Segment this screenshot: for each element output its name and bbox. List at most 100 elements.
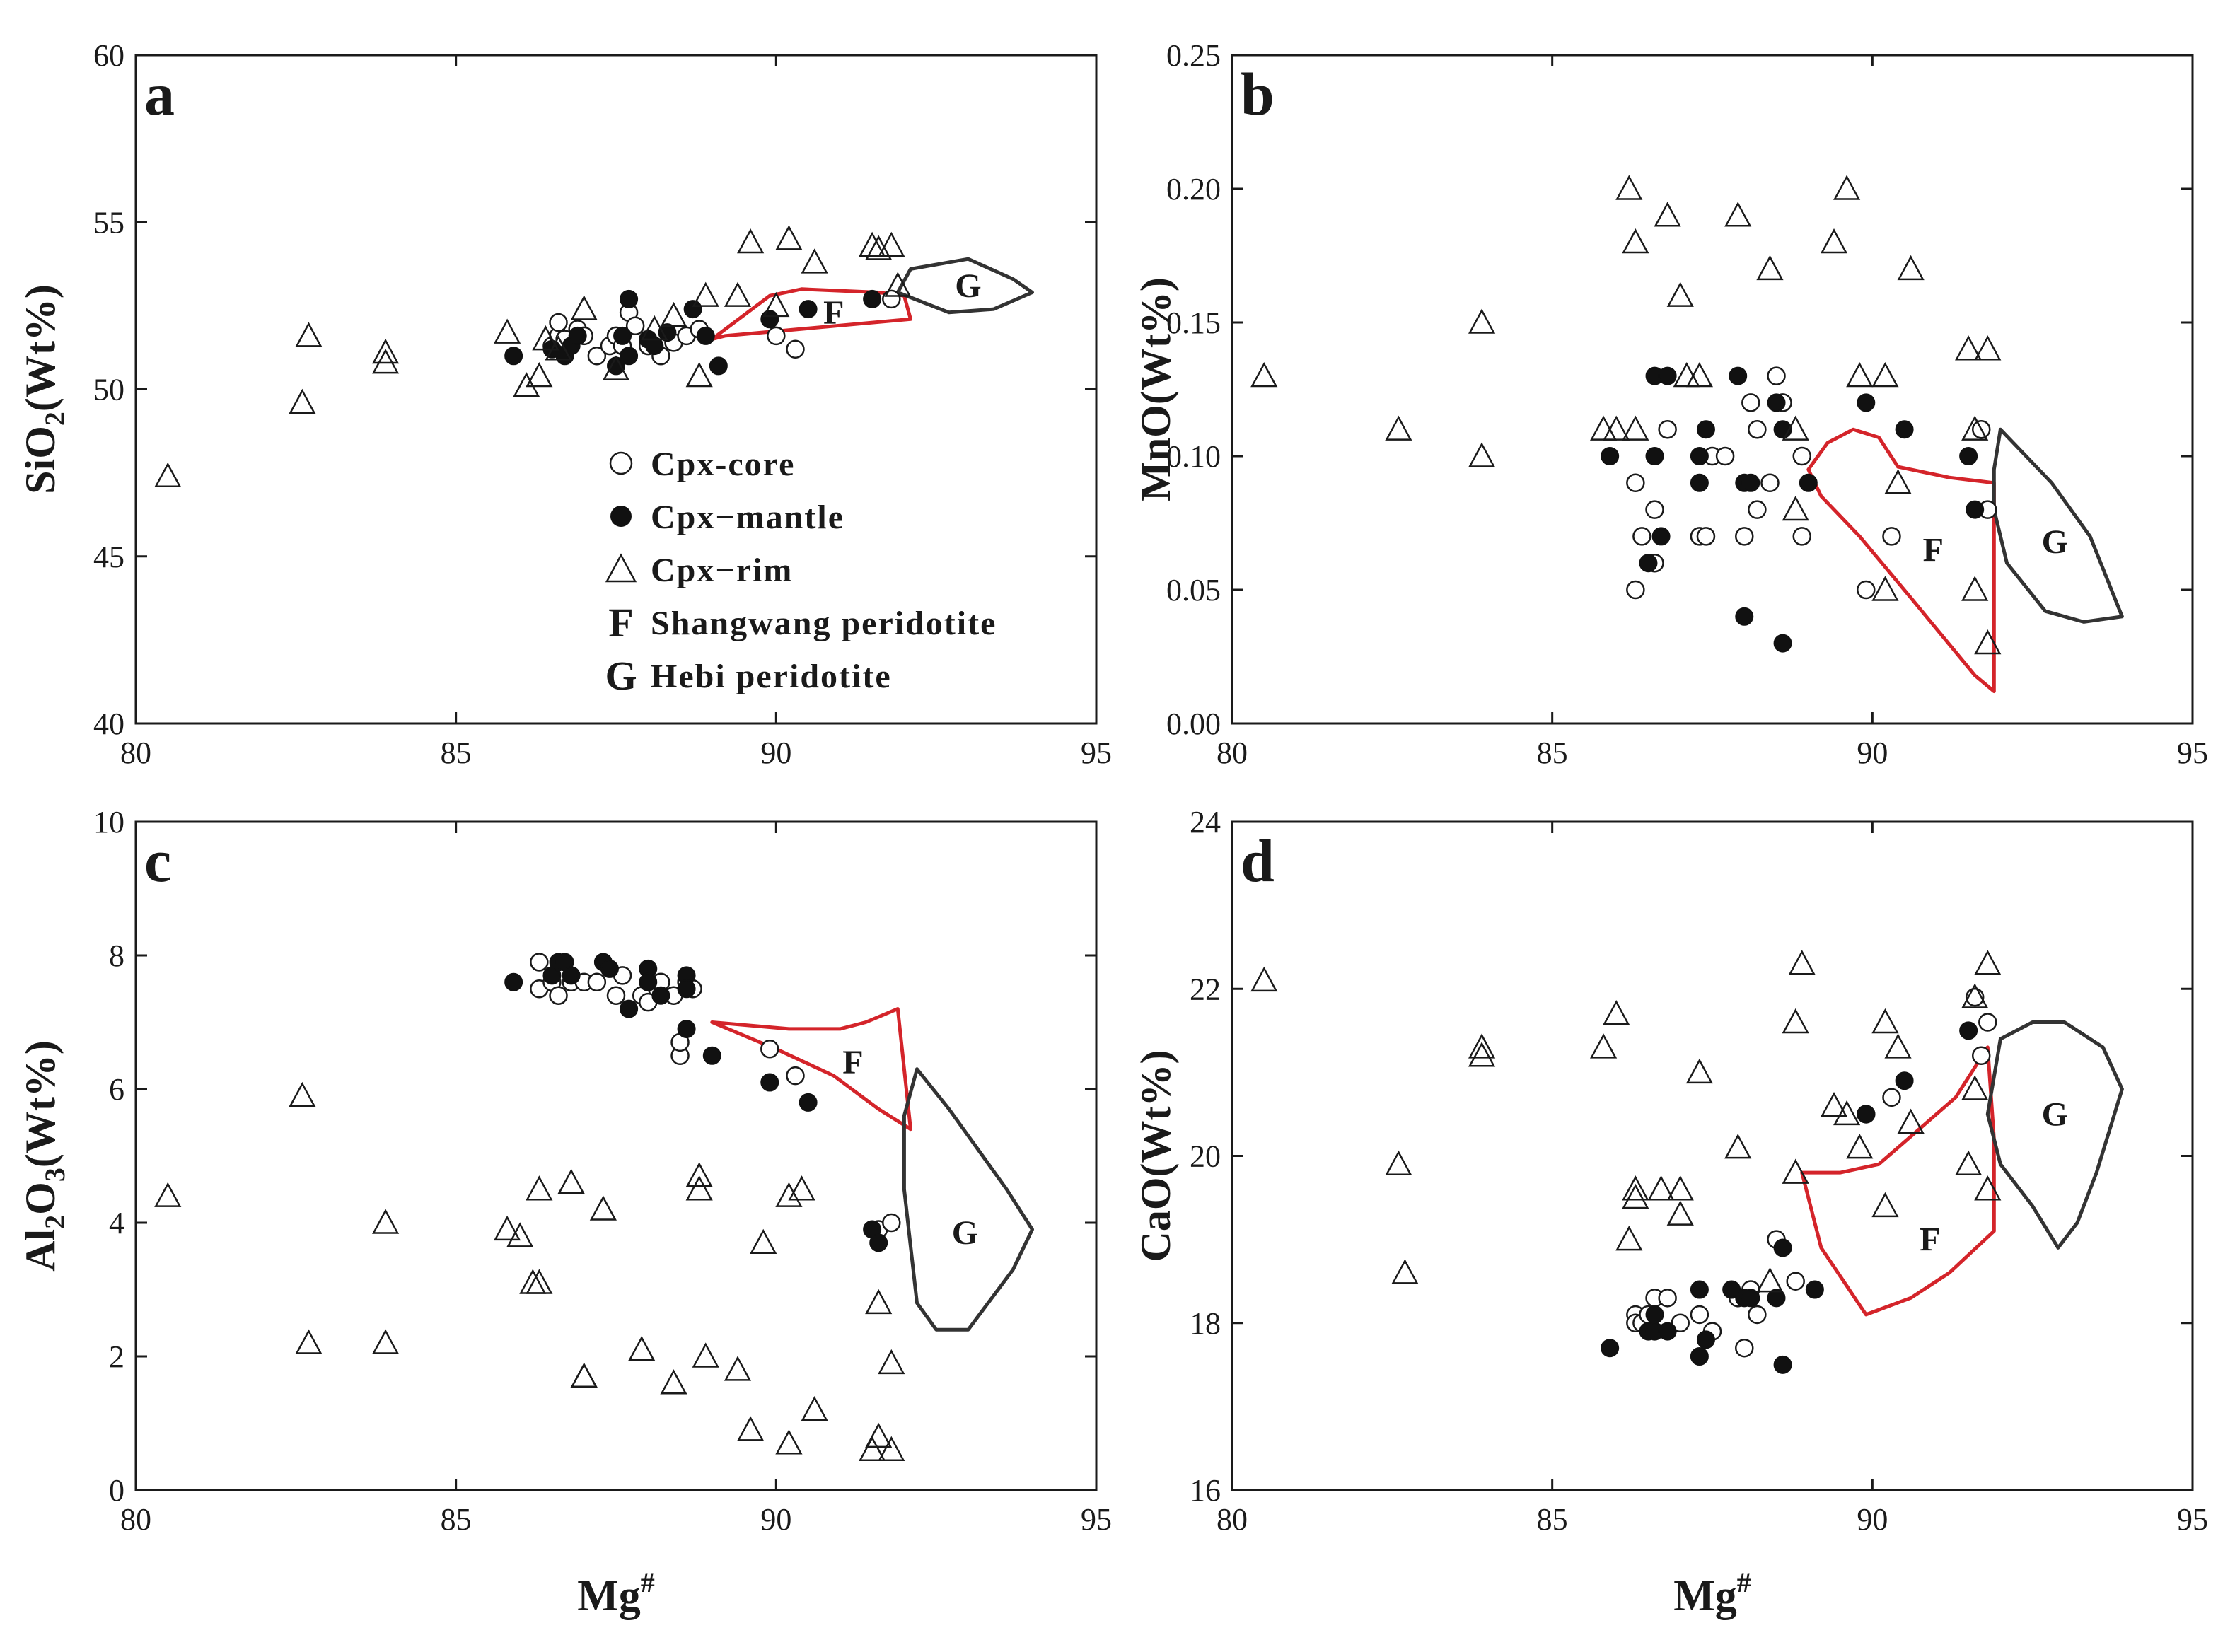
- cpx-mantle-point: [1857, 1105, 1876, 1124]
- cpx-core-point: [1792, 527, 1811, 546]
- cpx-core-point: [760, 1040, 779, 1059]
- cpx-core-point: [1735, 1338, 1754, 1358]
- cpx-rim-point: [865, 235, 893, 260]
- cpx-rim-point: [1673, 361, 1700, 388]
- cpx-mantle-point: [1773, 1238, 1792, 1257]
- cpx-mantle-point: [677, 1019, 696, 1038]
- cpx-mantle-point: [1601, 447, 1620, 465]
- cpx-mantle-point: [562, 966, 581, 985]
- cpx-rim-point: [1622, 1183, 1649, 1209]
- y-axis-label: SiO2(Wt%): [17, 284, 71, 494]
- cpx-rim-point: [737, 1416, 765, 1441]
- cpx-core-point: [1748, 1305, 1767, 1325]
- y-axis-label: MnO(Wt%): [1132, 277, 1179, 501]
- x-tick-label: 85: [1537, 735, 1568, 770]
- cpx-core-point: [882, 1213, 901, 1233]
- cpx-core-point: [1632, 527, 1651, 546]
- cpx-rim-point: [1897, 255, 1925, 281]
- y-axis-label: CaO(Wt%): [1132, 1050, 1179, 1262]
- cpx-mantle-point: [869, 1233, 888, 1252]
- cpx-rim-point: [1884, 469, 1912, 494]
- cpx-core-point: [1767, 366, 1786, 385]
- cpx-core-point: [587, 972, 607, 992]
- cpx-rim-point: [865, 1289, 893, 1315]
- cpx-mantle-point: [799, 1093, 818, 1112]
- cpx-mantle-point: [1690, 447, 1709, 465]
- cpx-rim-point: [775, 1182, 803, 1207]
- cpx-rim-point: [884, 272, 912, 297]
- cpx-rim-point: [762, 291, 790, 318]
- cpx-rim-point: [1685, 361, 1713, 388]
- y-tick-label: 2: [109, 1339, 124, 1374]
- cpx-core-point: [1626, 473, 1645, 493]
- cpx-core-point: [1658, 1289, 1677, 1308]
- panel-letter: b: [1241, 60, 1275, 128]
- cpx-mantle-point: [1735, 607, 1754, 626]
- cpx-core-point: [786, 1066, 805, 1086]
- cpx-core-point: [1715, 446, 1735, 466]
- x-tick-label: 85: [441, 1502, 472, 1537]
- y-tick-label: 18: [1190, 1306, 1221, 1341]
- y-axis-label-subscript: 3: [39, 1168, 71, 1182]
- y-axis-label-part: SiO: [17, 426, 64, 494]
- cpx-core-point: [1671, 1313, 1690, 1332]
- x-tick-label: 80: [1217, 735, 1248, 770]
- cpx-mantle-point: [620, 999, 639, 1018]
- y-axis-label-part: Al: [17, 1229, 64, 1272]
- cpx-mantle-point: [1729, 366, 1748, 385]
- legend-letter-G: G: [605, 653, 637, 699]
- shangwang-field-label: F: [823, 294, 844, 332]
- cpx-mantle-point: [677, 979, 696, 999]
- cpx-rim-point: [371, 1329, 400, 1354]
- cpx-core-point: [1882, 1088, 1901, 1107]
- cpx-rim-point: [1615, 1225, 1643, 1251]
- cpx-rim-point: [1756, 1267, 1784, 1293]
- shangwang-field-outline: [710, 1007, 912, 1132]
- cpx-rim-point: [1622, 415, 1649, 441]
- shangwang-field-outline: [1800, 1045, 1996, 1317]
- cpx-rim-point: [526, 1175, 553, 1201]
- x-tick-label: 85: [441, 735, 472, 770]
- cpx-core-point: [587, 347, 607, 366]
- cpx-rim-point: [1589, 1033, 1618, 1059]
- cpx-rim-point: [692, 1342, 719, 1368]
- cpx-rim-point: [1833, 175, 1861, 200]
- cpx-mantle-point: [1773, 634, 1792, 653]
- cpx-rim-point: [1955, 1150, 1983, 1176]
- y-axis-label-subscript: 2: [39, 1215, 71, 1229]
- cpx-mantle-point: [1895, 1071, 1914, 1090]
- hebi-field-outline: [1992, 427, 2124, 624]
- legend-label: Cpx-core: [651, 446, 795, 483]
- cpx-rim-point: [1603, 1000, 1630, 1025]
- cpx-rim-point: [1385, 1150, 1412, 1176]
- cpx-rim-point: [1615, 175, 1643, 200]
- cpx-mantle-point: [1722, 1280, 1741, 1299]
- cpx-rim-point: [660, 1369, 687, 1395]
- cpx-rim-point: [1603, 415, 1630, 441]
- y-axis-label-part: (Wt%): [17, 284, 64, 412]
- legend: Cpx-core Cpx−mantle Cpx−rim F Shangwang peri…: [605, 446, 995, 699]
- hebi-field-label: G: [955, 267, 981, 305]
- cpx-rim-point: [1897, 1108, 1925, 1134]
- cpx-core-point: [1760, 473, 1780, 493]
- cpx-core-point: [1971, 1046, 1991, 1065]
- cpx-mantle-point: [683, 300, 702, 319]
- panel-b: 80 85 90 95 0.00 0.05 0.10 0.15 0.20 0.25 MnO(Wt%)…: [1132, 38, 2208, 770]
- y-axis-label-subscript: 2: [39, 412, 71, 426]
- cpx-rim-point: [1756, 255, 1784, 281]
- y-tick-label: 0.00: [1166, 706, 1221, 741]
- x-tick-label: 90: [1857, 1502, 1888, 1537]
- cpx-mantle-point: [504, 972, 523, 991]
- x-tick-label: 95: [1081, 735, 1112, 770]
- cpx-mantle-point: [1696, 420, 1715, 439]
- cpx-rim-point: [1468, 1042, 1496, 1067]
- cpx-rim-point: [545, 335, 572, 361]
- y-axis-label-part: MnO(Wt%): [1132, 277, 1179, 501]
- cpx-rim-point: [1955, 335, 1983, 361]
- cpx-rim-point: [570, 295, 598, 320]
- cpx-rim-point: [1782, 415, 1809, 441]
- cpx-rim-point: [1468, 1033, 1496, 1059]
- cpx-mantle-point: [696, 326, 715, 345]
- cpx-mantle-point: [760, 1073, 779, 1092]
